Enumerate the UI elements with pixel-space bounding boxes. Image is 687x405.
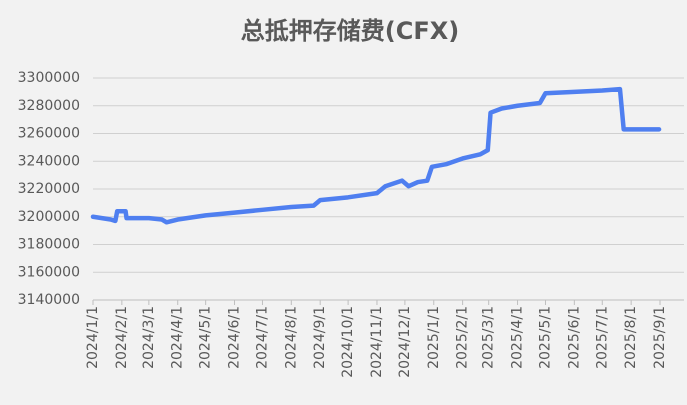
y-tick-label: 3180000 xyxy=(18,237,80,253)
y-tick-label: 3300000 xyxy=(18,70,80,86)
x-tick-label: 2025/5/1 xyxy=(537,306,553,369)
x-tick-label: 2024/3/1 xyxy=(141,306,157,369)
y-tick-label: 3140000 xyxy=(18,292,80,308)
x-tick-label: 2024/5/1 xyxy=(198,306,214,369)
chart-title: 总抵押存储费(CFX) xyxy=(241,17,459,45)
y-tick-label: 3240000 xyxy=(18,153,80,169)
x-tick-label: 2024/4/1 xyxy=(170,306,186,369)
x-tick-label: 2024/1/1 xyxy=(85,306,101,369)
y-tick-label: 3200000 xyxy=(18,209,80,225)
x-tick-label: 2025/4/1 xyxy=(510,306,526,369)
x-tick-label: 2025/2/1 xyxy=(455,306,471,369)
x-tick-label: 2025/9/1 xyxy=(652,306,668,369)
x-tick-label: 2024/9/1 xyxy=(312,306,328,369)
line xyxy=(90,86,662,225)
y-tick-label: 3220000 xyxy=(18,181,80,197)
x-tick-label: 2024/8/1 xyxy=(283,306,299,369)
x-tick-label: 2025/7/1 xyxy=(594,306,610,369)
y-tick-label: 3160000 xyxy=(18,264,80,280)
x-tick-label: 2024/2/1 xyxy=(114,306,130,369)
y-tick-label: 3280000 xyxy=(18,98,80,114)
x-tick-label: 2024/6/1 xyxy=(227,306,243,369)
x-tick-label: 2025/8/1 xyxy=(623,306,639,369)
y-tick-label: 3260000 xyxy=(18,126,80,142)
x-tick-label: 2024/10/1 xyxy=(340,306,356,378)
x-tick-label: 2024/11/1 xyxy=(369,306,385,378)
x-tick-label: 2025/1/1 xyxy=(426,306,442,369)
x-tick-label: 2025/6/1 xyxy=(566,306,582,369)
x-tick-label: 2024/12/1 xyxy=(397,306,413,378)
x-tick-label: 2025/3/1 xyxy=(481,306,497,369)
x-tick-label: 2024/7/1 xyxy=(254,306,270,369)
